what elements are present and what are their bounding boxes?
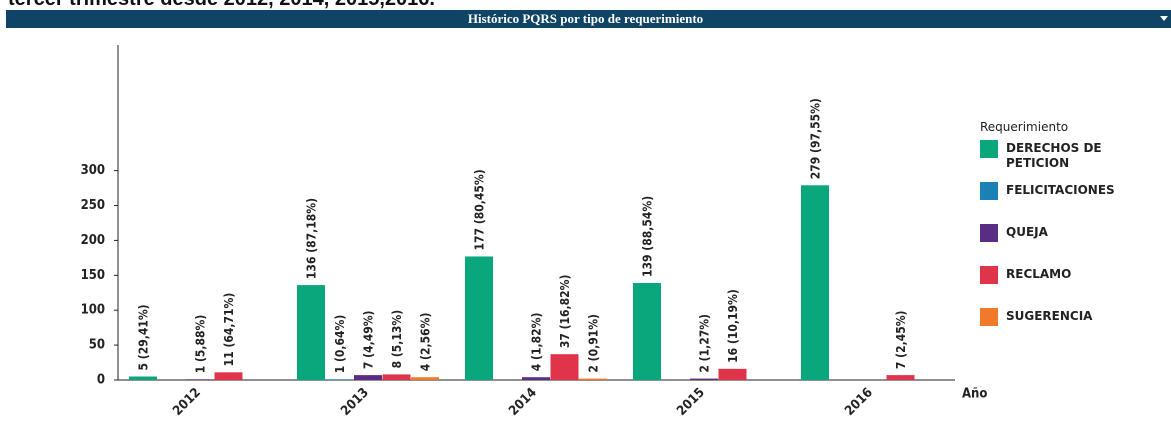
bar — [186, 379, 214, 380]
bar — [214, 372, 243, 380]
legend-label: FELICITACIONES — [1006, 183, 1115, 197]
legend-swatch — [980, 308, 998, 326]
data-label: 7 (2,45%) — [894, 310, 908, 369]
y-tick-label: 300 — [81, 163, 105, 178]
data-label: 177 (80,45%) — [473, 169, 487, 250]
x-tick-label: 2013 — [338, 385, 372, 419]
bar — [411, 377, 439, 380]
legend-title: Requerimiento — [980, 120, 1069, 134]
data-label: 16 (10,19%) — [726, 289, 740, 363]
y-tick-label: 200 — [81, 233, 105, 248]
bar — [801, 185, 829, 380]
title-bar: Histórico PQRS por tipo de requerimiento — [6, 10, 1171, 28]
data-label: 2 (1,27%) — [698, 314, 712, 373]
bar — [718, 368, 747, 380]
data-label: 11 (64,71%) — [222, 293, 236, 367]
x-axis-label: Año — [962, 387, 987, 402]
legend-label: RECLAMO — [1006, 267, 1072, 281]
chart-title: Histórico PQRS por tipo de requerimiento — [467, 11, 704, 26]
bar — [633, 282, 661, 380]
data-label: 5 (29,41%) — [137, 304, 151, 370]
data-label: 136 (87,18%) — [305, 198, 319, 279]
data-label: 1 (0,64%) — [333, 315, 347, 374]
y-tick-label: 0 — [97, 373, 105, 388]
menu-arrow[interactable] — [1160, 16, 1168, 21]
bar — [325, 379, 354, 380]
bar — [690, 378, 718, 380]
data-label: 1 (5,88%) — [194, 315, 208, 374]
x-tick-label: 2012 — [170, 385, 204, 419]
y-tick-label: 50 — [89, 338, 105, 353]
bar — [382, 374, 411, 380]
data-label: 8 (5,13%) — [390, 310, 404, 369]
y-tick-label: 250 — [81, 198, 105, 213]
bar — [297, 285, 325, 380]
bar — [354, 375, 382, 380]
bar — [465, 256, 493, 380]
bar — [886, 375, 915, 380]
data-label: 279 (97,55%) — [809, 98, 823, 179]
legend-swatch — [980, 224, 998, 242]
x-tick-label: 2014 — [506, 385, 540, 419]
data-label: 2 (0,91%) — [587, 314, 601, 373]
x-tick-label: 2016 — [842, 385, 876, 419]
data-label: 37 (16,82%) — [558, 274, 572, 348]
legend-swatch — [980, 140, 998, 158]
bar — [129, 376, 157, 380]
bar — [579, 378, 607, 380]
legend-label: QUEJA — [1006, 225, 1048, 239]
legend-label: SUGERENCIA — [1006, 309, 1093, 323]
legend-label: DERECHOS DE PETICION — [1006, 141, 1102, 170]
x-tick-label: 2015 — [674, 385, 708, 419]
data-label: 4 (2,56%) — [419, 313, 433, 372]
legend-swatch — [980, 266, 998, 284]
y-tick-label: 100 — [81, 303, 105, 318]
bar — [550, 354, 579, 380]
data-label: 4 (1,82%) — [530, 313, 544, 372]
data-label: 7 (4,49%) — [362, 310, 376, 369]
data-label: 139 (88,54%) — [641, 196, 655, 277]
y-tick-label: 150 — [81, 268, 105, 283]
legend-swatch — [980, 182, 998, 200]
bar — [522, 377, 550, 380]
header-text: tercer trimestre desde 2012, 2014, 2015,… — [8, 0, 435, 11]
